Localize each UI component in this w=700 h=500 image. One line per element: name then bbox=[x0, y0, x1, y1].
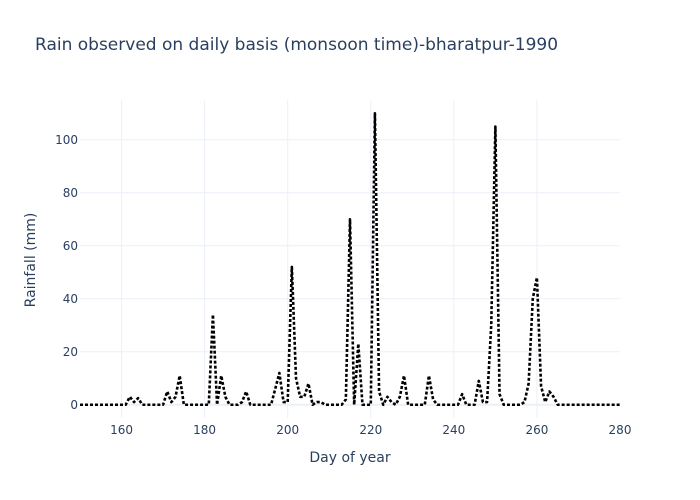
x-tick-label: 240 bbox=[442, 423, 465, 437]
x-axis-title: Day of year bbox=[309, 450, 391, 466]
x-tick-label: 200 bbox=[276, 423, 299, 437]
x-tick-label: 160 bbox=[110, 423, 133, 437]
y-gridlines bbox=[80, 139, 620, 406]
y-tick-label: 20 bbox=[63, 345, 78, 359]
y-axis-title: Rainfall (mm) bbox=[23, 213, 39, 308]
plot-area bbox=[80, 111, 620, 407]
y-tick-label: 0 bbox=[70, 398, 78, 412]
x-tick-label: 180 bbox=[193, 423, 216, 437]
y-tick-label: 60 bbox=[63, 239, 78, 253]
y-tick-labels: 0 20 40 60 80 100 bbox=[55, 133, 78, 412]
x-gridlines bbox=[121, 100, 538, 418]
x-tick-label: 260 bbox=[525, 423, 548, 437]
x-tick-label: 220 bbox=[359, 423, 382, 437]
y-tick-label: 40 bbox=[63, 292, 78, 306]
y-tick-label: 80 bbox=[63, 186, 78, 200]
x-tick-labels: 160 180 200 220 240 260 280 bbox=[110, 423, 631, 437]
rainfall-series-line bbox=[80, 111, 620, 407]
x-tick-label: 280 bbox=[609, 423, 632, 437]
y-tick-label: 100 bbox=[55, 133, 78, 147]
chart-title: Rain observed on daily basis (monsoon ti… bbox=[35, 35, 558, 55]
